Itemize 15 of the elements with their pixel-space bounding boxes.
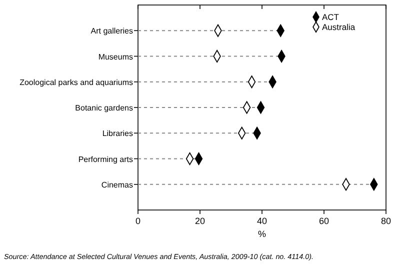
y-tick-label: Botanic gardens bbox=[75, 104, 133, 112]
x-tick-label: 20 bbox=[194, 216, 206, 226]
y-tick-label: Art galleries bbox=[90, 26, 133, 36]
y-tick-label: Performing arts bbox=[78, 154, 133, 164]
x-tick-label: 60 bbox=[318, 216, 330, 226]
x-tick-label: 80 bbox=[380, 216, 392, 226]
y-tick-label: Museums bbox=[98, 52, 133, 62]
legend-label: Australia bbox=[322, 22, 356, 32]
legend-label: ACT bbox=[322, 12, 339, 22]
y-tick-label: Cinemas bbox=[101, 180, 133, 190]
y-tick-label: Zoological parks and aquariums bbox=[20, 78, 133, 87]
x-tick-label: 40 bbox=[256, 216, 268, 226]
x-tick-label: 0 bbox=[135, 216, 141, 226]
x-axis-title: % bbox=[258, 229, 266, 239]
y-tick-label: Libraries bbox=[102, 129, 133, 138]
